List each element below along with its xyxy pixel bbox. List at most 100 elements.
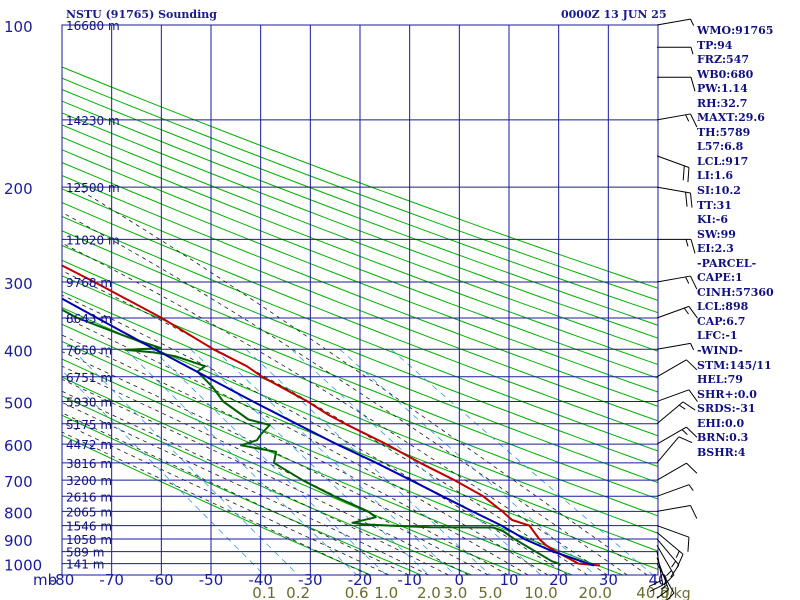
- height-label: 7650 m: [66, 343, 112, 357]
- stability-index: -PARCEL-: [697, 256, 757, 270]
- stability-index: SI:10.2: [697, 184, 741, 198]
- wind-barb-staff: [656, 462, 687, 481]
- plot-area: [62, 25, 658, 575]
- mixing-ratio-unit: g/kg: [660, 586, 691, 600]
- pressure-tick-label: 400: [4, 342, 33, 360]
- wind-barb-flag: [688, 306, 698, 319]
- wind-barb: [656, 401, 696, 425]
- pressure-tick-label: 200: [4, 180, 33, 198]
- wind-barb-staff: [656, 426, 687, 445]
- mixing-ratio-label: 0.1: [252, 584, 276, 600]
- wind-barb-half-flag: [685, 114, 690, 122]
- mixing-ratio-label: 0.6: [345, 584, 369, 600]
- height-label: 16680 m: [66, 19, 120, 33]
- wind-barb-flag: [690, 505, 698, 519]
- stability-index: LI:1.6: [697, 169, 734, 183]
- pressure-tick-label: 300: [4, 275, 33, 293]
- wind-barb-half-flag: [660, 584, 668, 590]
- wind-barb-flag: [676, 554, 684, 568]
- wind-barb-half-flag: [690, 343, 695, 351]
- wind-barb-flag: [687, 167, 690, 183]
- wind-barb: [656, 186, 693, 208]
- wind-barb-flag: [686, 462, 698, 474]
- wind-barb: [656, 389, 698, 402]
- wind-barb-staff: [656, 113, 691, 121]
- wind-barb-flag: [690, 113, 698, 128]
- height-label: 6751 m: [66, 371, 112, 385]
- wind-barbs: [648, 18, 698, 600]
- wind-barb-flag: [678, 436, 693, 444]
- wind-barb-half-flag: [690, 47, 694, 55]
- wind-barb-flag: [666, 592, 675, 600]
- wind-barb-half-flag: [685, 239, 689, 247]
- wind-barb: [656, 426, 698, 445]
- dry-adiabat: [62, 149, 658, 379]
- height-label: 2065 m: [66, 505, 112, 519]
- temperature-tick-label: -40: [248, 571, 273, 589]
- wind-barb-staff: [656, 155, 690, 168]
- dry-adiabat: [62, 100, 658, 326]
- wind-barb-staff: [656, 18, 691, 26]
- wind-barb-staff: [656, 531, 684, 555]
- height-label: 3816 m: [66, 457, 112, 471]
- wind-barb-flag: [690, 275, 698, 290]
- dry-adiabat: [62, 244, 658, 484]
- dry-adiabat: [62, 290, 658, 534]
- pressure-tick-label: 100: [4, 18, 33, 36]
- wind-barb-flag: [688, 389, 698, 402]
- wind-barb-staff: [656, 436, 680, 464]
- dry-adiabat: [62, 77, 658, 301]
- wind-barb: [656, 462, 698, 481]
- dry-adiabat: [62, 230, 658, 468]
- wind-barb-staff: [656, 305, 690, 319]
- stability-index: KI:-6: [697, 213, 728, 227]
- wind-barb-flag: [686, 359, 698, 371]
- height-label: 5175 m: [66, 418, 112, 432]
- height-label: 141 m: [66, 558, 104, 572]
- moist-adiabat: [62, 401, 429, 575]
- stability-index: -WIND-: [697, 344, 743, 358]
- sounding-time: 0000Z 13 JUN 25: [561, 8, 667, 21]
- moist-adiabat: [62, 294, 568, 575]
- dry-adiabat: [62, 136, 658, 366]
- moist-adiabat: [62, 378, 469, 575]
- mixing-ratio-line: [62, 370, 265, 575]
- wind-barb: [656, 342, 695, 351]
- mixing-ratio-line: [214, 349, 456, 575]
- moist-adiabat: [62, 270, 588, 575]
- stability-index: WMO:91765: [697, 24, 774, 37]
- mixing-ratio-label: 2.0: [417, 584, 441, 600]
- mixing-ratio-label: 0.2: [286, 584, 310, 600]
- mixing-ratio-label: 10.0: [524, 584, 557, 600]
- dewpoint-line: [62, 308, 561, 567]
- temperature-axis: mb-80 -70 -60 -50 -40 -30 -20 -10 0 10 20 30 40: [33, 571, 668, 589]
- wind-barb: [656, 155, 690, 183]
- wind-barb-staff: [656, 342, 691, 350]
- pressure-tick-label: 700: [4, 473, 33, 491]
- stability-index: L57:6.8: [697, 140, 744, 154]
- plot-frame: [61, 24, 659, 576]
- wind-barb: [657, 238, 696, 254]
- wind-barb-flag: [656, 589, 669, 599]
- height-label: 12500 m: [66, 181, 120, 195]
- wind-barb-half-flag: [675, 550, 680, 558]
- stability-index: EI:2.3: [697, 242, 734, 256]
- stability-index: BRN:0.3: [697, 431, 749, 445]
- dry-adiabat: [62, 175, 658, 407]
- temperature-tick-label: -60: [149, 571, 174, 589]
- mixing-ratio-line: [390, 348, 654, 575]
- temperature-tick-label: -50: [199, 571, 224, 589]
- stability-index: TH:5789: [697, 125, 751, 139]
- wind-barb-half-flag: [688, 484, 694, 491]
- height-label: 8643 m: [66, 312, 112, 326]
- mixing-ratio-line: [291, 349, 542, 575]
- dry-adiabat: [62, 215, 658, 452]
- wind-barb: [656, 436, 693, 464]
- dry-adiabat: [62, 201, 658, 437]
- pressure-tick-label: 800: [4, 504, 33, 522]
- stability-index: TT:31: [697, 198, 732, 212]
- wind-barb: [656, 525, 690, 552]
- dry-adiabat: [62, 66, 658, 289]
- wind-barb: [656, 504, 698, 519]
